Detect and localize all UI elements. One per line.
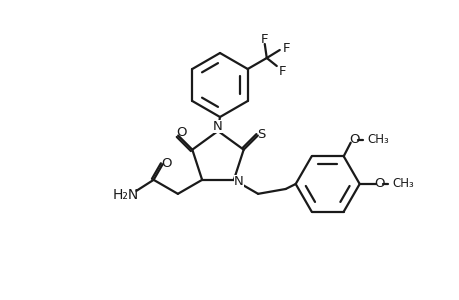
Text: O: O	[161, 157, 172, 170]
Text: F: F	[282, 41, 290, 55]
Text: CH₃: CH₃	[392, 178, 414, 190]
Text: S: S	[256, 128, 264, 141]
Text: N: N	[213, 119, 223, 133]
Text: N: N	[234, 175, 243, 188]
Text: F: F	[260, 32, 268, 46]
Text: O: O	[374, 178, 384, 190]
Text: O: O	[349, 133, 359, 146]
Text: H₂N: H₂N	[112, 188, 138, 202]
Text: F: F	[279, 64, 286, 77]
Text: CH₃: CH₃	[367, 133, 389, 146]
Text: O: O	[175, 126, 186, 139]
